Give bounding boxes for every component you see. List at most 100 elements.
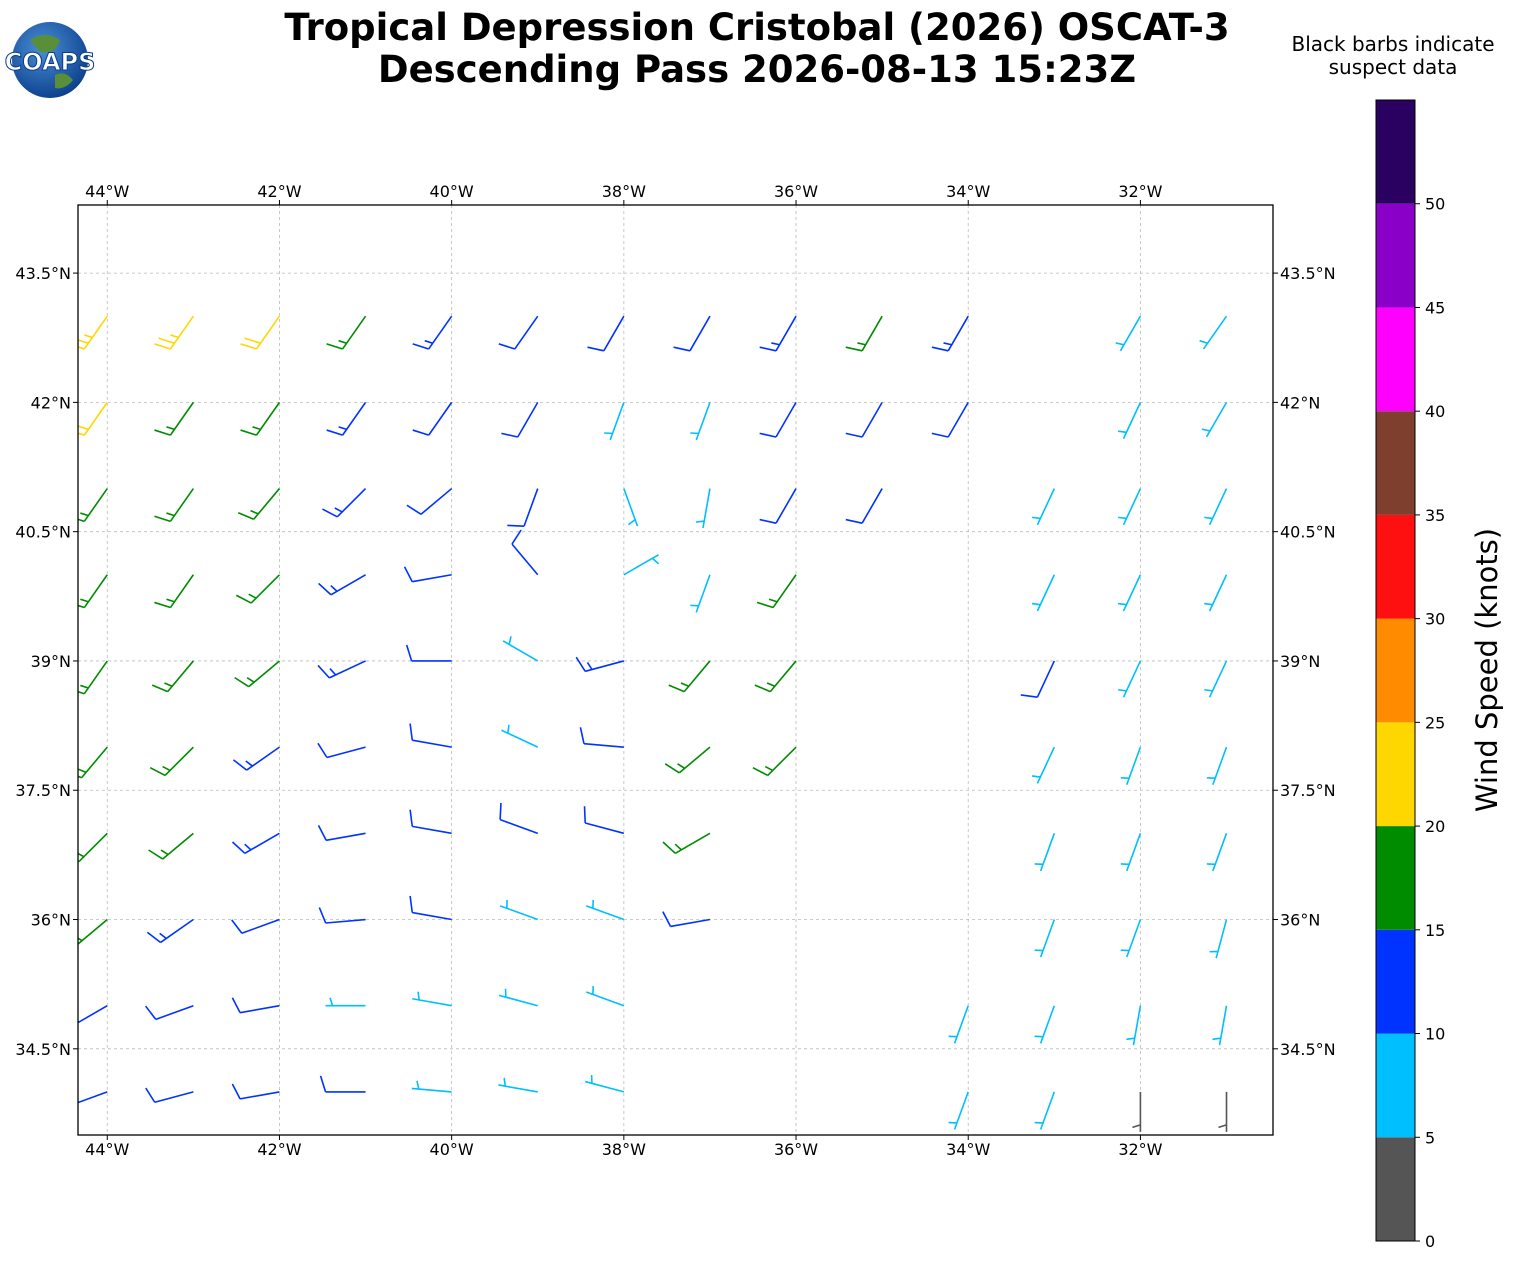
wind-barb: [1218, 1091, 1228, 1132]
y-tick-label: 42°N: [1280, 393, 1320, 412]
wind-barb: [411, 1080, 452, 1093]
wind-barb: [1120, 833, 1142, 872]
grid: [78, 205, 1273, 1135]
wind-barb: [501, 724, 539, 748]
colorbar: 0 5 10 15 20 25 30 35 40 45 50: [1375, 99, 1445, 1251]
wind-barb: [78, 488, 108, 523]
wind-barb: [154, 401, 195, 436]
wind-barb: [412, 401, 453, 436]
x-tick-label: 40°W: [430, 182, 474, 201]
wind-barb: [154, 574, 195, 609]
y-tick-label: 37.5°N: [1280, 781, 1336, 800]
wind-barb: [587, 315, 625, 352]
wind-barb: [409, 895, 452, 921]
logo-land: [30, 35, 73, 89]
colorbar-segment: [1376, 203, 1415, 308]
colorbar-tick-label: 10: [1425, 1025, 1445, 1044]
wind-barb: [319, 1075, 366, 1093]
wind-barb: [326, 401, 367, 436]
wind-barb: [498, 1077, 538, 1093]
wind-barb: [754, 660, 797, 693]
wind-barb: [406, 487, 453, 515]
wind-barb: [1212, 1005, 1228, 1046]
wind-barb: [412, 315, 453, 350]
colorbar-tick-label: 50: [1425, 195, 1445, 214]
wind-barb: [1209, 919, 1228, 959]
wind-barb: [144, 1004, 194, 1021]
wind-barb: [845, 488, 883, 524]
wind-barb: [145, 1087, 194, 1104]
wind-barb: [585, 899, 625, 921]
wind-barb: [154, 315, 195, 350]
map-frame: [77, 204, 1274, 1136]
x-tick-label: 40°W: [430, 1140, 474, 1159]
wind-barb: [931, 401, 969, 438]
x-tick-label: 42°W: [257, 1140, 301, 1159]
wind-barb: [662, 832, 711, 855]
wind-barb: [1204, 660, 1228, 698]
wind-barb: [1206, 746, 1228, 786]
wind-barb: [499, 802, 539, 835]
wind-barb: [1118, 402, 1142, 439]
wind-barb: [948, 1005, 969, 1044]
colorbar-segment: [1376, 411, 1415, 515]
wind-barb: [78, 832, 108, 863]
colorbar-frame: [1375, 99, 1416, 1242]
wind-barb: [231, 832, 280, 855]
wind-barb: [240, 401, 281, 436]
colorbar-segment: [1376, 307, 1415, 412]
colorbar-segment: [1376, 929, 1415, 1034]
wind-barb: [623, 554, 660, 576]
note: Black barbs indicate: [1292, 32, 1495, 56]
wind-barb: [1020, 660, 1056, 698]
wind-barb: [1201, 401, 1228, 438]
wind-barb: [498, 988, 538, 1007]
wind-barb: [78, 574, 108, 609]
wind-barb: [623, 488, 639, 527]
wind-barb: [502, 636, 539, 662]
wind-barb: [405, 644, 452, 662]
wind-barb: [318, 907, 366, 924]
wind-barb: [317, 742, 366, 759]
wind-barb: [1120, 919, 1142, 958]
wind-barb: [78, 315, 108, 350]
colorbar-segment: [1376, 1137, 1415, 1241]
x-tick-label: 42°W: [257, 182, 301, 201]
wind-barb: [412, 991, 452, 1007]
y-tick-label: 39°N: [31, 652, 71, 671]
wind-barb: [673, 315, 711, 352]
x-tick-label: 38°W: [602, 1140, 646, 1159]
wind-barb: [1204, 488, 1228, 526]
colorbar-tick-label: 35: [1425, 506, 1445, 525]
wind-barb: [322, 488, 367, 518]
wind-barb: [759, 488, 797, 524]
x-tick-label: 36°W: [774, 1140, 818, 1159]
wind-barb: [1120, 746, 1142, 786]
wind-barb: [1118, 488, 1142, 526]
wind-barb: [1034, 833, 1056, 872]
x-tick-label: 32°W: [1118, 1140, 1162, 1159]
wind-barb: [604, 402, 625, 441]
wind-barb: [664, 746, 711, 774]
wind-barb: [511, 529, 539, 576]
y-tick-label: 40.5°N: [15, 523, 71, 542]
wind-barb: [231, 918, 280, 934]
x-tick-label: 44°W: [85, 182, 129, 201]
colorbar-label: Wind Speed (knots): [1470, 528, 1504, 812]
colorbar-tick-label: 45: [1425, 298, 1445, 317]
title: Descending Pass 2026-08-13 15:23Z: [378, 48, 1136, 91]
wind-barb: [845, 315, 883, 352]
y-tick-label: 43.5°N: [1280, 264, 1336, 283]
colorbar-segment: [1376, 826, 1415, 930]
barbs: [78, 315, 1228, 1132]
wind-barb: [1034, 919, 1056, 958]
wind-barb: [78, 746, 108, 779]
wind-barb: [78, 401, 108, 436]
wind-barb: [948, 1091, 969, 1130]
wind-barb: [326, 315, 367, 350]
wind-barb: [668, 660, 711, 693]
wind-barb: [931, 315, 969, 352]
wind-barb: [662, 911, 711, 928]
wind-barb: [752, 746, 797, 777]
